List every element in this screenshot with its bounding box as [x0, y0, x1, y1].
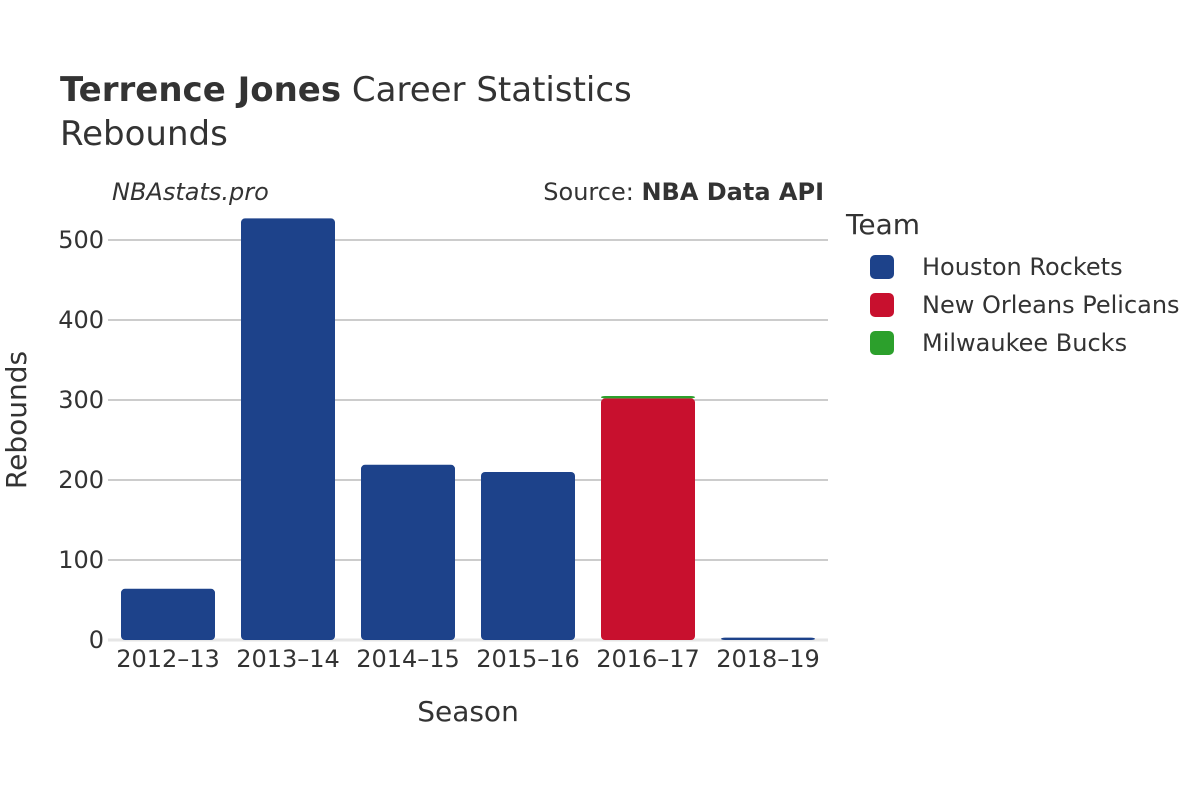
- bar-houston-rockets-2013-14: [241, 218, 335, 640]
- y-tick-label: 400: [58, 306, 104, 334]
- bar-milwaukee-bucks-2016-17: [601, 396, 695, 399]
- legend-item-new-orleans-pelicans[interactable]: New Orleans Pelicans: [870, 291, 1180, 319]
- bar-houston-rockets-2018-19: [721, 637, 815, 640]
- x-tick-label: 2013–14: [236, 645, 340, 673]
- legend-title: Team: [846, 208, 921, 241]
- chart-subtitle: Rebounds: [60, 114, 228, 154]
- legend-swatch-milwaukee-bucks: [870, 331, 894, 355]
- legend-label: Milwaukee Bucks: [922, 329, 1128, 357]
- bar-new-orleans-pelicans-2016-17: [601, 398, 695, 640]
- source-name: NBA Data API: [641, 178, 824, 206]
- legend-label: Houston Rockets: [922, 253, 1123, 281]
- x-tick-label: 2018–19: [716, 645, 820, 673]
- watermark: NBAstats.pro: [112, 178, 269, 206]
- chart-title-player: Terrence Jones: [60, 70, 342, 110]
- x-tick-label: 2014–15: [356, 645, 460, 673]
- y-axis-title: Rebounds: [0, 351, 33, 489]
- source-credit: Source: NBA Data API: [543, 178, 824, 206]
- legend-item-houston-rockets[interactable]: Houston Rockets: [870, 253, 1123, 281]
- bar-houston-rockets-2014-15: [361, 464, 455, 640]
- y-tick-label: 200: [58, 466, 104, 494]
- legend-swatch-houston-rockets: [870, 255, 894, 279]
- x-axis-title: Season: [417, 695, 519, 728]
- bar-houston-rockets-2015-16: [481, 472, 575, 640]
- chart-title-rest: Career Statistics: [341, 70, 632, 110]
- y-tick-label: 500: [58, 226, 104, 254]
- legend-swatch-new-orleans-pelicans: [870, 293, 894, 317]
- legend-item-milwaukee-bucks[interactable]: Milwaukee Bucks: [870, 329, 1128, 357]
- x-tick-label: 2012–13: [116, 645, 220, 673]
- y-tick-label: 100: [58, 546, 104, 574]
- y-tick-label: 0: [89, 626, 104, 654]
- x-tick-label: 2015–16: [476, 645, 580, 673]
- chart-title: Terrence Jones Career Statistics: [60, 68, 632, 112]
- bar-houston-rockets-2012-13: [121, 588, 215, 640]
- y-tick-label: 300: [58, 386, 104, 414]
- source-prefix: Source:: [543, 178, 642, 206]
- x-tick-label: 2016–17: [596, 645, 700, 673]
- legend-label: New Orleans Pelicans: [922, 291, 1180, 319]
